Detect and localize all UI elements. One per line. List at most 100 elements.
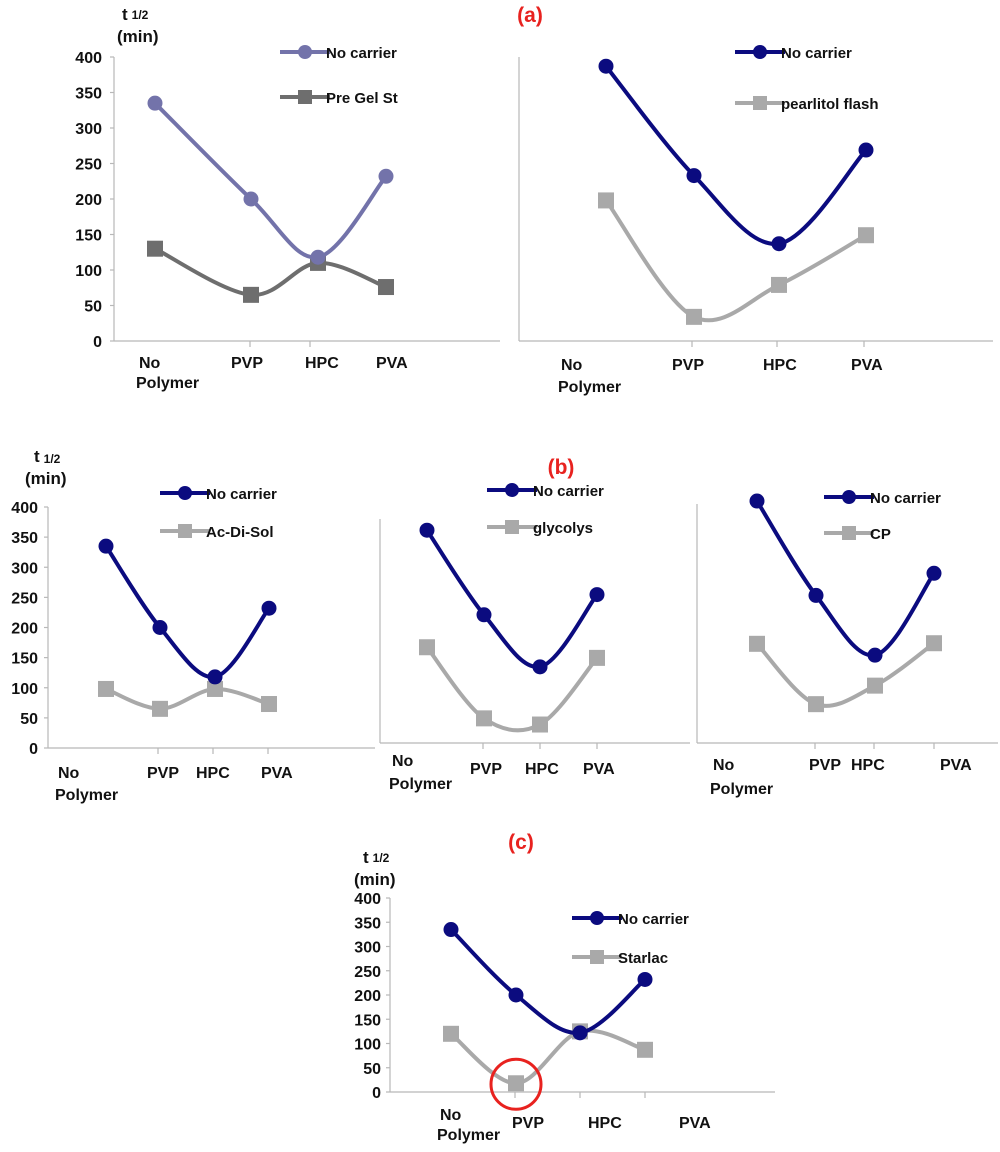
data-point-no-carrier	[419, 522, 435, 538]
y-tick-label: 250	[11, 590, 38, 607]
panel-label-c: (c)	[508, 831, 534, 854]
legend-entry-cp: CP	[824, 526, 891, 543]
data-point-pearlitol-flash	[686, 308, 702, 325]
data-point-no-carrier	[378, 168, 394, 184]
series-line-no-carrier	[604, 64, 868, 246]
data-point-no-carrier	[686, 168, 702, 184]
panel-label-b: (b)	[548, 456, 575, 479]
x-category-label: PVA	[376, 355, 408, 372]
legend-label: Starlac	[618, 950, 668, 967]
chart-b-cp: No Polymer PVP HPC PVA No carrier CP	[696, 490, 998, 798]
series-line-ac-di-sol	[105, 686, 270, 711]
chart-a-pre-gel-st: 0 50 100 150 200 250 300 350 400 No Polymer PVP HPC P…	[75, 45, 500, 392]
data-point-no-carrier	[152, 620, 168, 635]
x-category-label: HPC	[525, 761, 559, 778]
data-point-no-carrier	[867, 647, 883, 663]
x-category-label: PVA	[679, 1115, 711, 1132]
data-point-cp	[867, 677, 883, 694]
x-category-label: PVP	[672, 357, 704, 374]
data-point-glycolys	[532, 716, 548, 733]
data-point-ac-di-sol	[261, 696, 277, 713]
legend-label: No carrier	[533, 483, 604, 500]
x-category-label: No	[392, 753, 414, 770]
legend-entry-no-carrier: No carrier	[824, 490, 941, 507]
data-point-no-carrier	[589, 587, 605, 603]
data-point-no-carrier	[749, 493, 765, 509]
chart-b-glycolys: No Polymer PVP HPC PVA No carrier glycolys	[379, 483, 690, 793]
y-tick-label: 50	[363, 1061, 381, 1078]
data-point-no-carrier	[926, 565, 942, 581]
legend-entry-no-carrier: No carrier	[280, 45, 397, 62]
y-tick-label: 400	[354, 891, 381, 908]
y-tick-label: 300	[75, 121, 102, 138]
x-category-label: No	[440, 1107, 462, 1124]
data-point-ac-di-sol	[98, 680, 114, 697]
x-category-label: No	[139, 355, 161, 372]
series-line-glycolys	[425, 645, 599, 733]
data-point-no-carrier	[808, 587, 824, 603]
x-category-label: No	[58, 765, 80, 782]
data-point-pre-gel-st	[243, 286, 259, 303]
svg-text:t1/2: t 1/2	[34, 447, 61, 466]
data-point-no-carrier	[476, 607, 492, 623]
data-point-ac-di-sol	[207, 680, 223, 697]
series-line-cp	[755, 641, 936, 708]
x-category-label: PVP	[231, 355, 263, 372]
data-point-no-carrier	[98, 538, 114, 554]
x-category-label: No	[713, 757, 735, 774]
data-point-pearlitol-flash	[771, 276, 787, 293]
data-point-pre-gel-st	[147, 240, 163, 257]
y-tick-label: 50	[84, 299, 102, 316]
legend-label: No carrier	[870, 490, 941, 507]
data-point-glycolys	[476, 710, 492, 727]
data-point-cp	[808, 696, 824, 713]
legend-label: pearlitol flash	[781, 96, 879, 113]
chart-a-pearlitol-flash: No Polymer PVP HPC PVA No carrier pearlitol fl…	[518, 45, 993, 396]
svg-text:(min): (min)	[354, 870, 396, 889]
y-tick-label: 100	[11, 681, 38, 698]
y-tick-label: 400	[11, 500, 38, 517]
series-line-starlac	[449, 1028, 646, 1086]
y-tick-label: 300	[354, 940, 381, 957]
legend-entry-pre-gel-st: Pre Gel St	[280, 90, 398, 107]
legend-marker	[298, 90, 312, 104]
series-line-pearlitol-flash	[604, 199, 867, 323]
data-point-no-carrier	[598, 58, 614, 74]
y-tick-label: 100	[75, 263, 102, 280]
y-tick-label: 350	[75, 86, 102, 103]
svg-text:(min): (min)	[117, 27, 159, 46]
data-point-no-carrier	[637, 971, 653, 987]
series-line-no-carrier	[425, 529, 599, 669]
y-tick-label: 0	[372, 1085, 381, 1102]
data-point-no-carrier	[858, 142, 874, 158]
y-tick-label: 0	[29, 741, 38, 758]
svg-text:t1/2: t 1/2	[122, 5, 149, 24]
legend-label: Ac-Di-Sol	[206, 524, 274, 541]
x-category-label: PVP	[512, 1115, 544, 1132]
legend-marker	[842, 490, 856, 504]
data-point-no-carrier	[310, 249, 326, 265]
legend-marker	[753, 45, 767, 59]
x-category-label: PVP	[470, 761, 502, 778]
x-category-label: Polymer	[136, 375, 199, 392]
legend-entry-no-carrier: No carrier	[487, 483, 604, 500]
legend-marker	[505, 520, 519, 534]
x-category-label: HPC	[763, 357, 797, 374]
x-category-label: HPC	[588, 1115, 622, 1132]
svg-text:t1/2: t 1/2	[363, 848, 390, 867]
legend-marker	[753, 96, 767, 110]
legend-entry-pearlitol-flash: pearlitol flash	[735, 96, 879, 113]
highlight-circle	[489, 1057, 543, 1111]
data-point-no-carrier	[147, 95, 163, 111]
data-point-no-carrier	[207, 669, 223, 685]
legend-entry-glycolys: glycolys	[487, 520, 593, 537]
data-point-no-carrier	[572, 1025, 588, 1041]
data-point-pearlitol-flash	[858, 227, 874, 244]
y-axis-title-b: t 1/2 (min)	[25, 447, 67, 488]
legend-marker	[178, 486, 192, 500]
data-point-starlac	[637, 1041, 653, 1058]
legend-label: No carrier	[326, 45, 397, 62]
legend-marker	[590, 950, 604, 964]
y-tick-label: 350	[354, 915, 381, 932]
x-category-label: PVP	[809, 757, 841, 774]
